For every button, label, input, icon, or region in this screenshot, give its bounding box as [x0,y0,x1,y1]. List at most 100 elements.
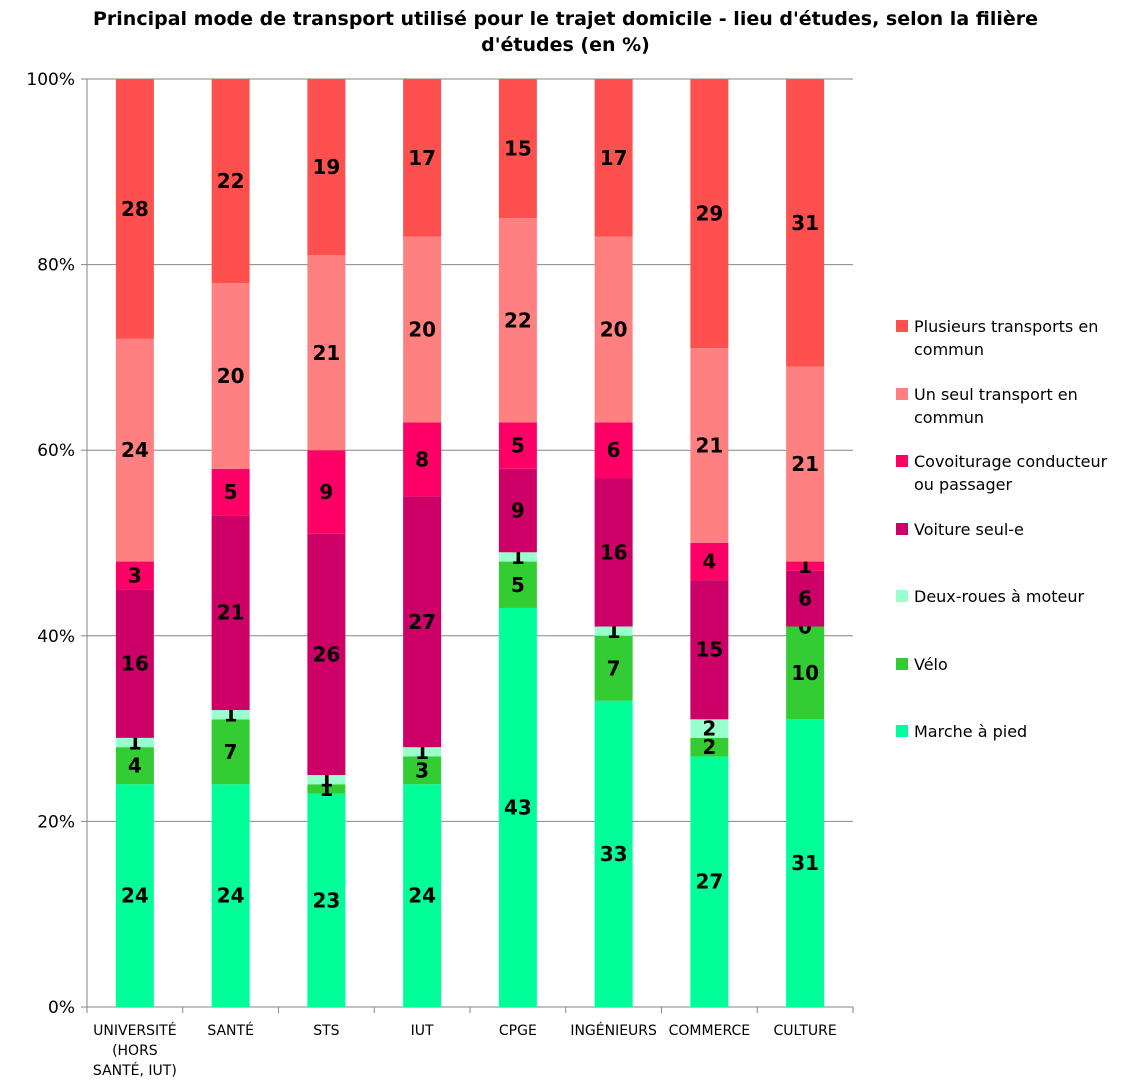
data-label: 17 [600,146,628,170]
legend-swatch [896,658,908,670]
y-tick-label: 100% [26,70,75,90]
data-label: 16 [121,652,149,676]
bar-segment [211,79,250,284]
legend-label: Vélo [914,653,1119,676]
legend-swatch [896,725,908,737]
bar-segment [211,710,250,720]
legend-item: Vélo [896,653,1119,676]
bar-segment [594,422,633,479]
x-tick-label: CPGE [499,1023,537,1039]
bar-segment [498,552,537,562]
data-label: 8 [415,447,429,471]
data-label: 24 [121,438,149,462]
data-label: 4 [128,754,142,778]
bar-segment [786,79,825,367]
bar-segment [498,79,537,219]
legend-item: Plusieurs transports en commun [896,315,1119,361]
bar-segment [690,737,729,757]
legend-label-line: Un seul transport en [914,385,1078,404]
legend-label-line: commun [914,340,985,359]
data-label: 22 [504,308,532,332]
bar-segment [498,561,537,608]
legend-label: Plusieurs transports en commun [914,315,1119,361]
bar-segment [594,635,633,701]
data-label: 24 [217,884,245,908]
legend-label: Marche à pied [914,720,1119,743]
x-tick-label: INGÉNIEURS [570,1022,657,1039]
legend-label-line: Vélo [914,655,948,674]
legend-item: Marche à pied [896,720,1119,743]
chart-title-line-2: d'études (en %) [481,34,650,56]
data-label: 5 [511,573,525,597]
bar-segment [498,468,537,553]
data-label: 6 [798,587,812,611]
data-label: 15 [504,137,532,161]
data-label: 3 [415,758,429,782]
bar-segment [690,719,729,738]
data-label: 17 [408,146,436,170]
bar-segment [307,775,346,785]
data-label: 21 [695,434,723,458]
legend-swatch [896,455,908,467]
bar-segment [690,580,729,720]
data-label: 24 [121,884,149,908]
bar-segment [498,218,537,423]
bar-segment [115,737,154,748]
x-tick-label: CULTURE [773,1023,836,1039]
bar-segment [498,607,537,1007]
legend-swatch [896,523,908,535]
bar-segment [211,784,250,1007]
bar-segment [403,422,442,497]
legend-label-line: Voiture seul-e [914,520,1024,539]
bar-segment [690,756,729,1007]
bar-segment [211,283,250,469]
data-label: 26 [312,642,340,666]
x-tick-label: (HORS [112,1043,158,1059]
legend-label-line: ou passager [914,475,1013,494]
bar-segment [594,700,633,1007]
legend-label-line: Covoiturage conducteur [914,452,1108,471]
bar-segment [690,543,729,581]
bar-segment [115,561,154,590]
data-label: 22 [217,169,245,193]
bar-segment [307,450,346,534]
x-tick-label: IUT [411,1023,434,1039]
legend-swatch [896,590,908,602]
bar-segment [403,747,442,757]
bar-segment [211,515,250,711]
legend-label: Covoiturage conducteur ou passager [914,450,1119,496]
data-label: 9 [319,480,333,504]
legend-item: Un seul transport en commun [896,383,1119,429]
x-tick-label: UNIVERSITÉ [93,1022,176,1039]
data-label: 9 [511,499,525,523]
legend-label-line: Marche à pied [914,722,1028,741]
legend-item: Covoiturage conducteur ou passager [896,450,1119,496]
y-tick-label: 40% [37,627,75,647]
x-tick-label: COMMERCE [669,1023,750,1039]
bar-segment [403,496,442,748]
chart-title-line-1: Principal mode de transport utilisé pour… [93,8,1038,30]
data-label: 24 [408,884,436,908]
bar-segment [786,366,825,562]
bar-segment [594,626,633,636]
bar-segment [786,570,825,627]
data-label: 29 [695,202,723,226]
data-label: 2 [702,717,716,741]
legend-label: Voiture seul-e [914,518,1119,541]
legend-label-line: Plusieurs transports en [914,317,1099,336]
data-label: 28 [121,197,149,221]
data-label: 15 [695,638,723,662]
data-label: 5 [224,480,238,504]
chart-title: Principal mode de transport utilisé pour… [0,6,1131,58]
data-label: 16 [600,540,628,564]
data-label: 31 [791,851,819,875]
legend-swatch [896,388,908,400]
data-label: 33 [600,842,628,866]
bar-segment [786,719,825,1007]
data-label: 4 [702,550,716,574]
bar-segment [115,589,154,738]
bar-segment [403,79,442,237]
data-label: 7 [607,656,621,680]
legend-label: Deux-roues à moteur [914,585,1119,608]
